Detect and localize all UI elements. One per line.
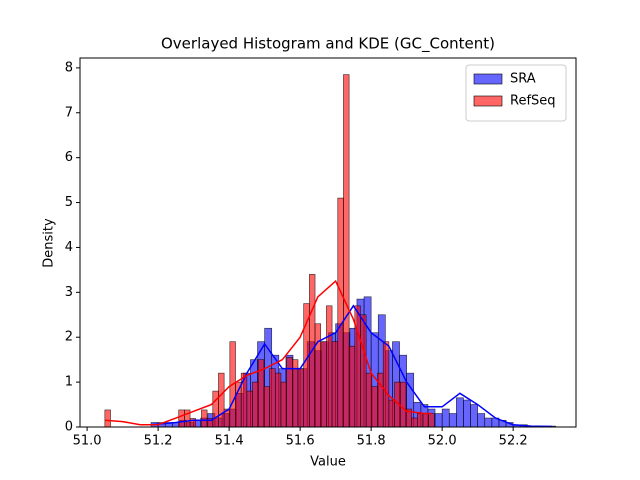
histogram-bar	[337, 197, 344, 428]
histogram-bar	[428, 413, 435, 428]
histogram-bar	[360, 314, 367, 428]
legend-label: RefSeq	[510, 94, 556, 109]
histogram-bar	[382, 341, 390, 428]
legend-swatch	[473, 95, 503, 107]
histogram-bar	[218, 372, 225, 428]
legend-swatch	[473, 73, 503, 85]
kde-line	[104, 279, 432, 426]
plot-frame	[79, 57, 577, 428]
histogram-bar	[297, 368, 304, 428]
histogram-bar	[456, 397, 464, 428]
x-tick-label: 52.0	[428, 434, 457, 449]
histogram-bar	[484, 417, 493, 428]
y-tick-label: 2	[65, 330, 73, 345]
y-tick-label: 5	[65, 195, 73, 210]
histogram-bar	[274, 372, 282, 428]
histogram-bar	[286, 357, 293, 428]
y-tick-label: 3	[65, 285, 73, 300]
histogram-bar	[388, 399, 395, 428]
histogram-bar	[441, 408, 450, 428]
histogram-bar	[280, 381, 287, 428]
histogram-bar	[320, 341, 327, 428]
histogram-bar	[246, 390, 253, 428]
x-tick-label: 51.6	[286, 434, 315, 449]
histogram-bar	[178, 409, 185, 428]
histogram-bar	[348, 345, 356, 428]
histogram-bar	[314, 323, 322, 428]
histogram-bar	[463, 399, 471, 428]
x-tick-label: 51.0	[73, 434, 102, 449]
histogram-bar	[470, 404, 478, 428]
x-axis-label: Value	[310, 455, 346, 470]
y-tick-label: 8	[65, 60, 73, 75]
legend-label: SRA	[510, 72, 536, 87]
histogram-bar	[416, 413, 424, 428]
histogram-bar	[201, 409, 208, 428]
y-tick-label: 0	[65, 420, 73, 435]
x-tick-label: 51.2	[144, 434, 173, 449]
x-tick-label: 51.4	[215, 434, 244, 449]
histogram-bar	[343, 74, 350, 428]
histogram-bar	[212, 390, 219, 428]
histogram-bar	[269, 368, 276, 428]
histogram-bar	[448, 413, 457, 428]
x-tick-label: 52.2	[499, 434, 528, 449]
histogram-bar	[292, 359, 299, 428]
histogram-bar	[477, 413, 486, 428]
y-tick-label: 6	[65, 150, 73, 165]
kde-line	[150, 304, 553, 428]
chart-title: Overlayed Histogram and KDE (GC_Content)	[161, 35, 495, 54]
histogram-bar	[252, 381, 259, 428]
histogram-bar	[326, 305, 333, 428]
histogram-bar	[365, 372, 373, 428]
histogram-bar	[422, 413, 429, 428]
histogram-bar	[371, 386, 378, 428]
x-tick-label: 51.8	[357, 434, 386, 449]
y-tick-label: 7	[65, 105, 73, 120]
histogram-bar	[331, 341, 339, 428]
histogram-bar	[263, 386, 270, 428]
y-axis-label: Density	[42, 218, 57, 268]
histogram-bar	[411, 417, 418, 428]
y-tick-label: 4	[65, 240, 73, 255]
histogram-bar	[399, 381, 407, 428]
histogram-bar	[104, 409, 111, 428]
histogram-bar	[434, 413, 443, 428]
y-tick-label: 1	[65, 375, 73, 390]
